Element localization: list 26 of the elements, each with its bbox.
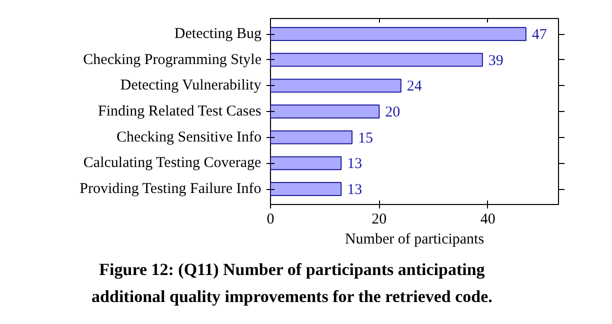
bar (270, 130, 353, 144)
data-label: 39 (488, 52, 504, 69)
data-label: 24 (406, 78, 422, 95)
y-tick-label: Finding Related Test Cases (98, 104, 262, 120)
x-axis-title: Number of participants (344, 232, 484, 248)
bar (270, 27, 526, 41)
bar (270, 52, 483, 67)
y-tick-label: Providing Testing Failure Info (80, 181, 262, 197)
data-label: 47 (532, 27, 548, 43)
x-tick-label: 0 (266, 212, 274, 228)
data-label: 20 (385, 104, 400, 120)
data-label: 13 (347, 156, 362, 172)
x-tick-label: 20 (372, 212, 387, 228)
bar (270, 182, 342, 196)
data-label: 13 (347, 182, 362, 198)
y-tick-label: Checking Sensitive Info (116, 129, 262, 146)
y-tick-label: Detecting Bug (174, 26, 262, 42)
bar (270, 78, 402, 93)
y-tick-label: Detecting Vulnerability (120, 78, 262, 94)
y-tick-label: Checking Programming Style (83, 52, 262, 68)
y-tick-label: Calculating Testing Coverage (83, 155, 262, 172)
bar (270, 104, 380, 118)
bar (270, 156, 342, 170)
data-label: 15 (358, 130, 374, 146)
x-tick-label: 40 (480, 212, 496, 228)
caption: Figure 12: (Q11) Number of participants anticipating additional quality improvements for the retrieved code. (92, 259, 492, 308)
